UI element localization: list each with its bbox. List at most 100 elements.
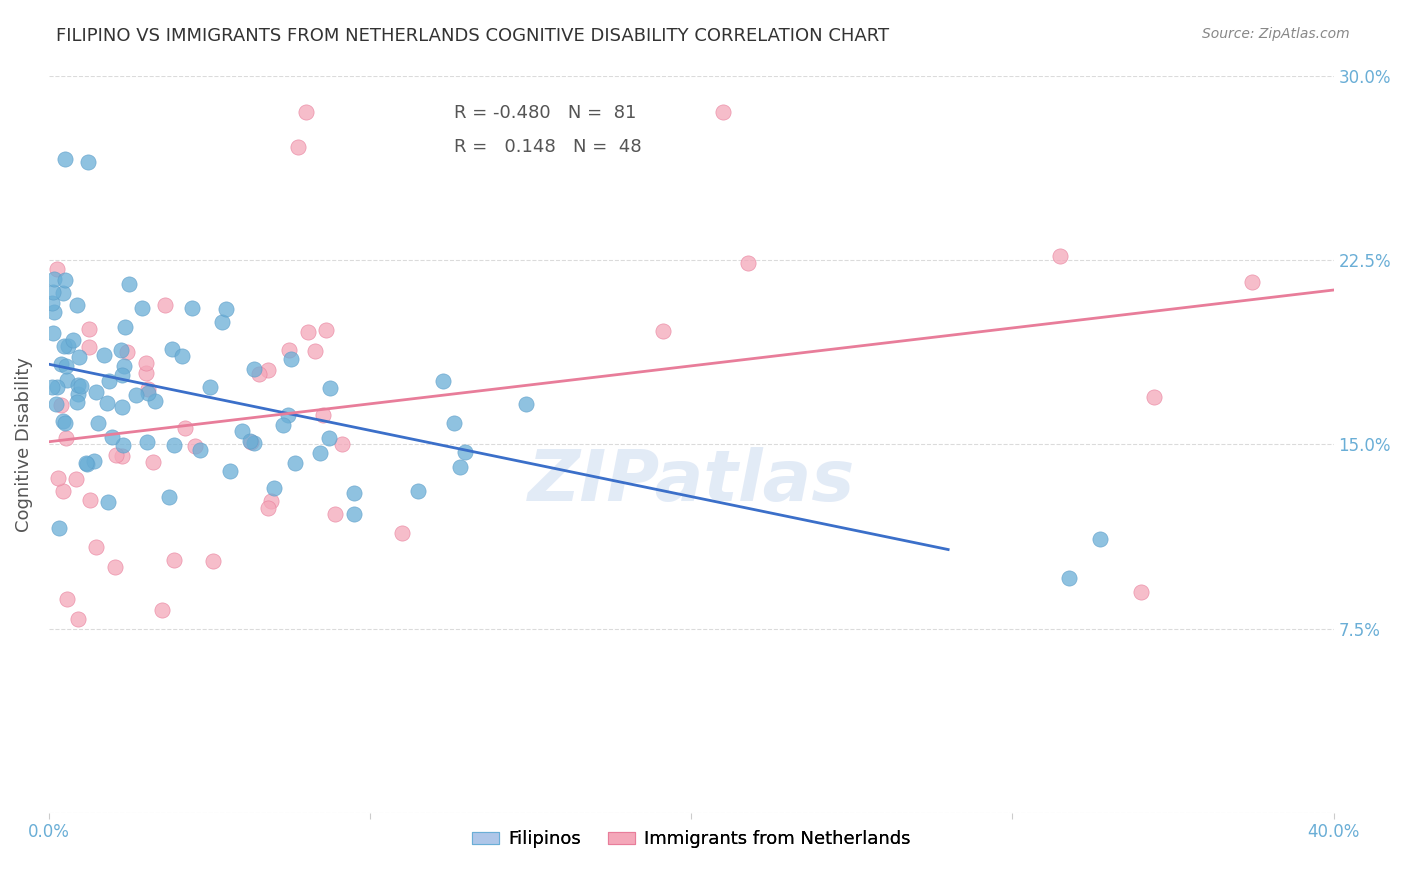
Point: [135, 366, 157, 380]
Point: [77, 322, 100, 336]
Point: [110, 343, 132, 358]
Point: [304, 344, 326, 359]
Point: [231, 424, 253, 438]
Point: [453, 445, 475, 459]
Point: [163, 437, 186, 451]
Point: [1142, 390, 1164, 404]
Point: [67, 378, 90, 392]
Point: [711, 105, 734, 120]
Point: [49, 357, 72, 371]
Point: [242, 436, 264, 450]
Point: [1057, 571, 1080, 585]
Legend: Filipinos, Immigrants from Netherlands: Filipinos, Immigrants from Netherlands: [465, 823, 918, 855]
Point: [76, 154, 98, 169]
Point: [79, 493, 101, 508]
Point: [111, 438, 134, 452]
Point: [101, 430, 124, 444]
Point: [46, 262, 69, 277]
Point: [218, 464, 240, 478]
Point: [449, 460, 471, 475]
Point: [136, 382, 159, 396]
Point: [55, 359, 77, 374]
Point: [651, 324, 673, 338]
Point: [44, 272, 66, 286]
Point: [67, 387, 90, 401]
Point: [97, 495, 120, 509]
Point: [214, 301, 236, 316]
Point: [66, 612, 89, 626]
Point: [48, 521, 70, 535]
Text: R = -0.480   N =  81: R = -0.480 N = 81: [454, 103, 636, 121]
Point: [174, 421, 197, 435]
Point: [77, 340, 100, 354]
Point: [55, 431, 77, 445]
Point: [239, 434, 262, 449]
Point: [56, 373, 79, 387]
Point: [277, 408, 299, 422]
Point: [311, 408, 333, 422]
Point: [240, 435, 263, 450]
Point: [737, 256, 759, 270]
Point: [52, 285, 75, 300]
Point: [318, 431, 340, 445]
Text: Source: ZipAtlas.com: Source: ZipAtlas.com: [1202, 27, 1350, 41]
Point: [142, 455, 165, 469]
Point: [257, 362, 280, 376]
Point: [157, 490, 180, 504]
Point: [97, 375, 120, 389]
Text: ZIPatlas: ZIPatlas: [527, 447, 855, 516]
Point: [49, 398, 72, 412]
Text: R =   0.148   N =  48: R = 0.148 N = 48: [454, 138, 641, 156]
Point: [48, 471, 70, 485]
Point: [84, 541, 107, 555]
Point: [284, 456, 307, 470]
Point: [163, 553, 186, 567]
Point: [432, 374, 454, 388]
Point: [75, 457, 97, 471]
Point: [56, 339, 79, 353]
Point: [111, 449, 134, 463]
Point: [125, 388, 148, 402]
Point: [315, 323, 337, 337]
Point: [162, 342, 184, 356]
Point: [319, 381, 342, 395]
Point: [263, 481, 285, 495]
Point: [136, 385, 159, 400]
Point: [65, 471, 87, 485]
Point: [112, 359, 135, 373]
Point: [65, 298, 87, 312]
Point: [46, 379, 69, 393]
Point: [200, 380, 222, 394]
Point: [343, 507, 366, 521]
Point: [153, 298, 176, 312]
Point: [76, 458, 98, 472]
Point: [325, 507, 347, 521]
Point: [443, 416, 465, 430]
Point: [295, 105, 318, 120]
Point: [330, 437, 353, 451]
Point: [53, 152, 76, 166]
Point: [188, 442, 211, 457]
Point: [391, 525, 413, 540]
Point: [55, 273, 77, 287]
Point: [150, 602, 173, 616]
Point: [242, 362, 264, 376]
Point: [278, 343, 301, 358]
Point: [52, 413, 75, 427]
Point: [260, 494, 283, 508]
Point: [41, 380, 63, 394]
Point: [56, 592, 79, 607]
Point: [1241, 275, 1264, 289]
Point: [131, 301, 153, 316]
Y-axis label: Cognitive Disability: Cognitive Disability: [15, 357, 32, 532]
Point: [308, 446, 330, 460]
Point: [104, 560, 127, 574]
Point: [41, 326, 63, 341]
Point: [1129, 584, 1152, 599]
Point: [184, 439, 207, 453]
Point: [42, 285, 65, 299]
Point: [96, 396, 118, 410]
Point: [105, 448, 128, 462]
Point: [115, 345, 138, 359]
Point: [83, 454, 105, 468]
